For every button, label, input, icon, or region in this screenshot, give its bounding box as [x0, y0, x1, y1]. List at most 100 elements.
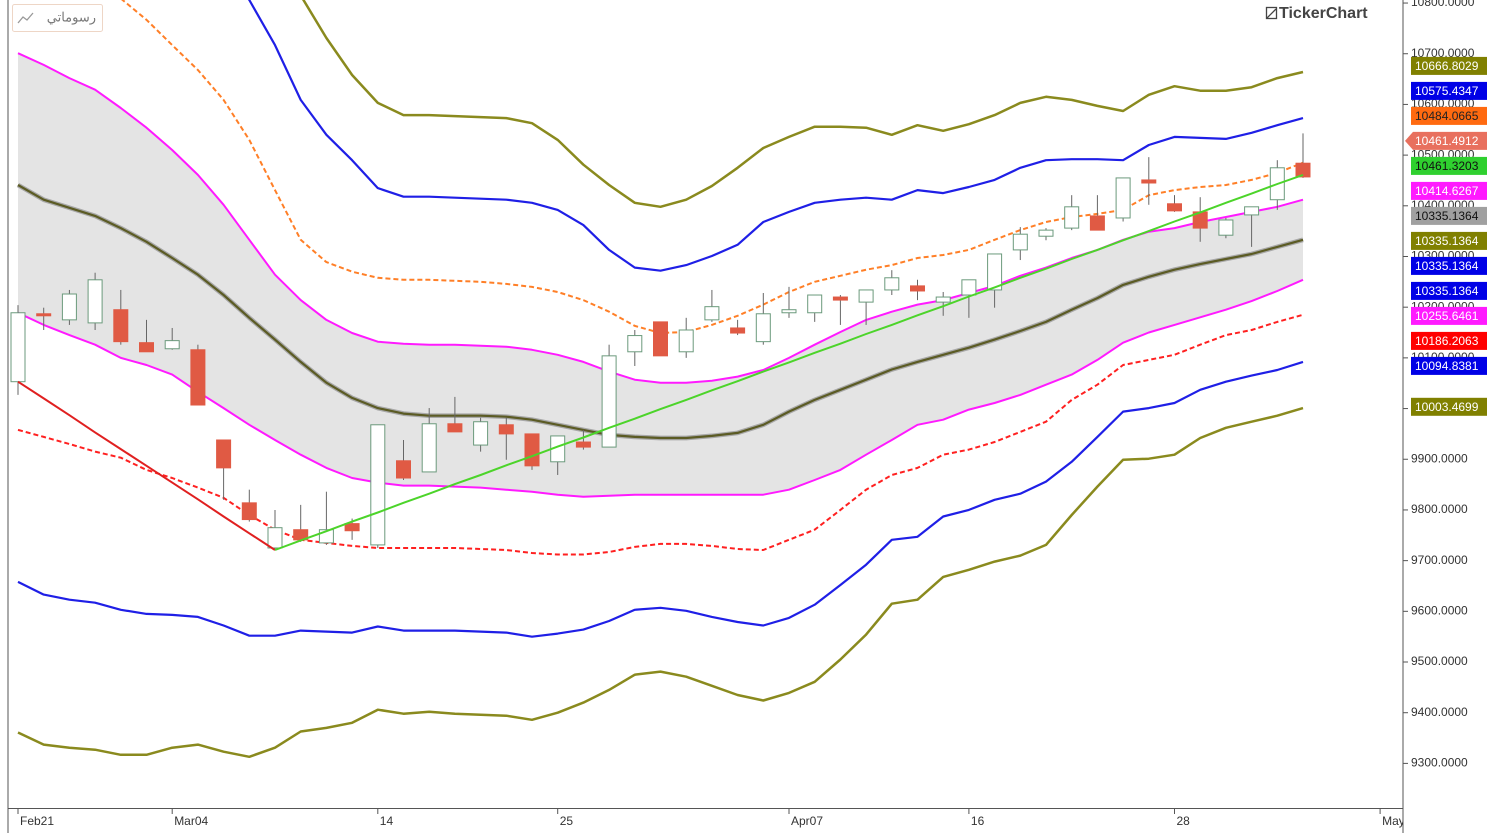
candle-body	[781, 309, 797, 314]
candle-body	[396, 460, 411, 479]
y-tick-label: 9400.0000	[1411, 705, 1468, 719]
indicator-line	[17, 278, 1304, 498]
candle-body	[678, 329, 694, 353]
candle-body	[627, 335, 643, 353]
candle-body	[807, 294, 823, 314]
logo-icon	[1266, 8, 1277, 19]
candle-body	[190, 349, 206, 406]
value-marker	[1411, 156, 1487, 175]
drawings-button[interactable]: رسوماتي	[12, 4, 103, 32]
value-marker	[1411, 281, 1487, 300]
candle-body	[10, 312, 26, 383]
price-marker	[1405, 131, 1487, 150]
candle-body	[36, 313, 52, 317]
value-marker	[1411, 56, 1487, 75]
candle-body	[267, 527, 283, 549]
watermark-text: TickerChart	[1279, 5, 1368, 22]
candle-body	[910, 285, 925, 292]
x-tick-label: Feb21	[20, 814, 54, 828]
value-marker-label: 10461.4912	[1415, 134, 1479, 148]
candle-body	[653, 321, 668, 357]
value-marker-label: 10335.1364	[1415, 259, 1479, 273]
value-marker-label: 10461.3203	[1415, 159, 1479, 173]
candle-body	[1038, 229, 1054, 237]
value-marker	[1411, 181, 1487, 200]
value-marker-label: 10335.1364	[1415, 284, 1479, 298]
value-marker-label: 10335.1364	[1415, 234, 1479, 248]
value-marker	[1411, 256, 1487, 275]
candle-body	[1244, 206, 1260, 216]
x-tick-label: 16	[971, 814, 985, 828]
candle-body	[1141, 179, 1157, 184]
x-tick-label: Mar04	[174, 814, 208, 828]
candle-body	[858, 289, 874, 303]
candle-body	[575, 441, 591, 448]
x-tick-label: 25	[560, 814, 574, 828]
value-marker	[1411, 81, 1487, 100]
candle-body	[241, 502, 257, 521]
candle-body	[139, 342, 154, 353]
x-tick-label: 14	[380, 814, 394, 828]
indicator-line	[17, 184, 1304, 440]
watermark: TickerChart	[1265, 5, 1368, 22]
candle-body	[935, 296, 951, 303]
x-tick-label: Apr07	[791, 814, 823, 828]
candle-body	[447, 423, 463, 433]
x-tick-label: May	[1382, 814, 1405, 828]
candle-body	[1218, 219, 1234, 236]
value-marker-label: 10335.1364	[1415, 209, 1479, 223]
value-marker-label: 10575.4347	[1415, 84, 1479, 98]
candle-body	[704, 306, 720, 321]
candle-body	[1167, 203, 1182, 212]
candle-body	[370, 424, 386, 546]
y-tick-label: 9900.0000	[1411, 451, 1468, 465]
candle-body	[730, 327, 746, 334]
value-marker	[1411, 397, 1487, 416]
button-label[interactable]: رسوماتي	[47, 9, 96, 25]
candle-body	[87, 279, 103, 324]
candle-body	[1012, 233, 1028, 251]
indicator-line	[17, 313, 1304, 556]
candle-body	[164, 340, 180, 350]
value-marker	[1411, 206, 1487, 225]
value-marker-label: 10484.0665	[1415, 109, 1479, 123]
candle-body	[524, 433, 540, 467]
candle-body	[601, 355, 617, 448]
value-marker-label: 10003.4699	[1415, 400, 1479, 414]
logo-icon	[1265, 6, 1278, 20]
value-marker	[1411, 106, 1487, 125]
band-fill	[18, 53, 1303, 497]
value-marker-label: 10255.6461	[1415, 309, 1479, 323]
indicator-line	[17, 406, 1304, 759]
indicator-line	[274, 173, 1304, 551]
x-tick-label: 28	[1177, 814, 1191, 828]
indicator-line	[302, 0, 1304, 209]
value-marker	[1411, 306, 1487, 325]
button-frame[interactable]	[12, 4, 103, 32]
candle-body	[755, 313, 771, 343]
value-marker-label: 10094.8381	[1415, 359, 1479, 373]
candle-body	[1115, 177, 1131, 219]
candle-body	[987, 253, 1003, 291]
value-marker-label: 10186.2063	[1415, 334, 1479, 348]
candle-body	[344, 523, 360, 532]
candle-body	[1064, 206, 1080, 229]
candle-body	[1089, 215, 1105, 231]
x-axis: Feb21 Mar04 14 25 Apr07 16 28 May	[17, 808, 1405, 828]
y-tick-label: 9600.0000	[1411, 603, 1468, 617]
candle-body	[498, 424, 514, 435]
y-tick-label: 10800.0000	[1411, 0, 1475, 9]
y-tick-label: 9500.0000	[1411, 654, 1468, 668]
candle-body	[421, 423, 437, 473]
value-marker	[1411, 331, 1487, 350]
indicator-line	[17, 360, 1304, 638]
candle-body	[61, 293, 77, 321]
candle-body	[216, 439, 232, 469]
y-tick-label: 9700.0000	[1411, 553, 1468, 567]
y-tick-label: 9800.0000	[1411, 502, 1468, 516]
candle-body	[1295, 162, 1311, 178]
plot-area	[10, 0, 1311, 759]
value-marker-label: 10414.6267	[1415, 184, 1479, 198]
y-tick-label: 10700.0000	[1411, 46, 1475, 60]
